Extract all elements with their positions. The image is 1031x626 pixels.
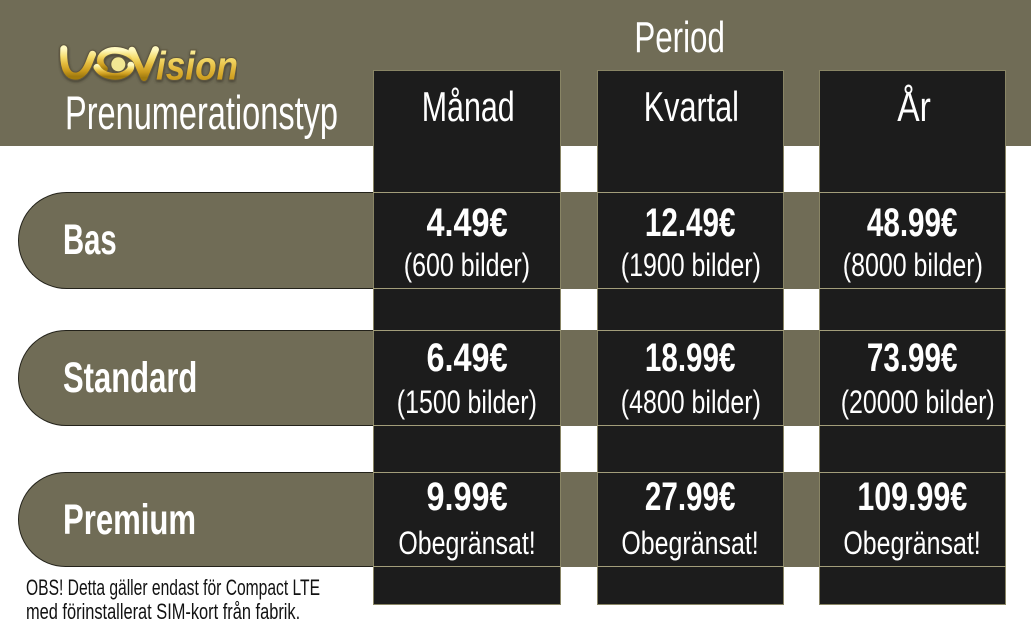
svg-text:ision: ision [156,45,237,89]
